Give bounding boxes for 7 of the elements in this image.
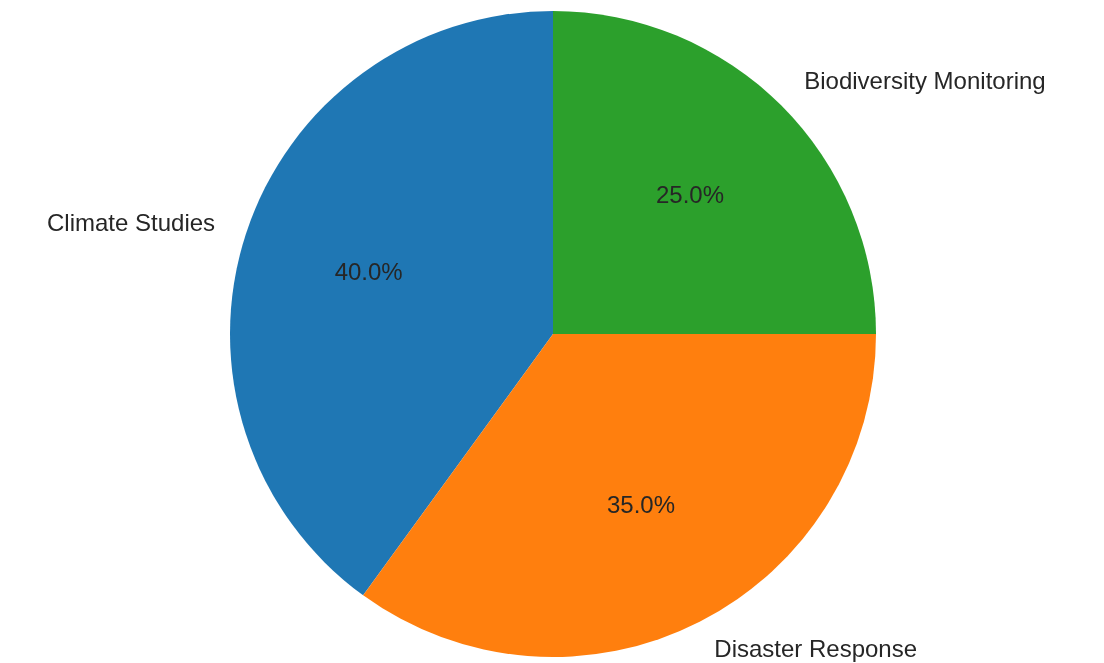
slice-label: Disaster Response: [714, 634, 918, 662]
pie-slice: [230, 11, 553, 596]
data-label: 25.0%: [656, 181, 725, 209]
data-label: 35.0%: [606, 491, 676, 519]
slice-label: Biodiversity Monitoring: [804, 67, 1046, 95]
slice-label: Climate Studies: [47, 208, 216, 236]
data-label: 40.0%: [334, 258, 403, 286]
